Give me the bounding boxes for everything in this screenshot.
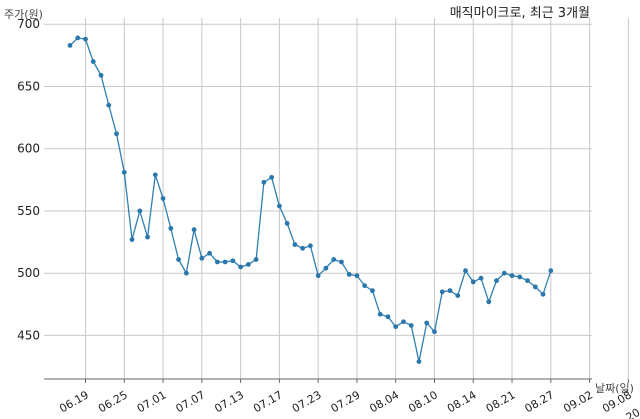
data-point <box>292 242 298 247</box>
data-point <box>152 172 158 178</box>
data-point <box>463 268 468 274</box>
x-tick-label: 08.27 <box>523 388 557 415</box>
data-point <box>308 243 313 249</box>
data-point <box>509 273 515 279</box>
data-point <box>145 234 150 240</box>
data-point <box>354 273 360 279</box>
x-tick-label: 07.17 <box>251 388 285 415</box>
data-point <box>176 257 181 262</box>
data-point <box>67 42 73 48</box>
data-point <box>525 278 530 284</box>
data-point <box>339 259 344 265</box>
chart-title: 매직마이크로, 최근 3개월 <box>450 6 590 21</box>
grid-lines <box>44 18 629 379</box>
data-point <box>284 220 290 226</box>
data-point <box>199 255 205 261</box>
data-point <box>331 257 337 262</box>
data-point <box>253 257 259 262</box>
data-point <box>160 196 166 201</box>
x-tick-label: 07.01 <box>135 388 169 415</box>
data-point <box>470 279 476 285</box>
data-point <box>401 319 406 325</box>
data-point <box>532 284 538 290</box>
data-point <box>191 227 197 233</box>
y-tick-label: 550 <box>17 204 40 218</box>
data-point <box>548 268 554 274</box>
x-tick-label: 07.23 <box>290 388 324 415</box>
y-tick-label: 700 <box>17 17 40 31</box>
x-tick-label: 07.29 <box>329 388 363 415</box>
x-tick-label: 08.14 <box>445 388 479 415</box>
data-point <box>261 179 267 185</box>
data-point <box>315 273 321 279</box>
data-point <box>416 359 422 364</box>
x-tick-label: 06.25 <box>96 388 130 415</box>
x-tick-label: 07.13 <box>212 388 246 415</box>
data-point <box>494 278 499 284</box>
x-tick-label: 08.10 <box>406 388 440 415</box>
data-point <box>346 272 352 277</box>
data-point <box>269 174 275 180</box>
y-tick-label: 650 <box>17 79 40 93</box>
data-point <box>370 288 375 294</box>
data-point <box>517 274 523 280</box>
data-point <box>300 245 306 251</box>
data-point <box>90 59 96 64</box>
data-point <box>323 265 329 271</box>
data-point <box>424 320 430 326</box>
data-point <box>214 259 220 265</box>
x-axis-label: 날짜(일) <box>595 381 634 395</box>
data-point <box>222 259 228 265</box>
y-tick-label: 450 <box>17 328 40 342</box>
x-tick-label: 06.19 <box>57 388 91 415</box>
axes <box>44 378 629 383</box>
data-point <box>362 283 368 289</box>
series <box>67 35 554 364</box>
x-tick-label: 08.21 <box>484 388 518 415</box>
data-point <box>129 237 135 242</box>
y-tick-label: 600 <box>17 142 40 156</box>
data-point <box>408 323 414 328</box>
data-point <box>83 36 88 42</box>
data-point <box>106 102 112 108</box>
data-point <box>230 258 236 264</box>
data-point <box>385 314 391 320</box>
data-point <box>439 289 445 295</box>
data-point <box>98 72 104 78</box>
data-point <box>377 311 383 317</box>
data-point <box>245 262 251 267</box>
data-point <box>183 270 189 276</box>
data-point <box>432 329 437 335</box>
data-point <box>447 288 453 294</box>
x-tick-label: 07.07 <box>174 388 208 415</box>
data-point <box>137 208 143 214</box>
data-point <box>75 35 81 41</box>
x-tick-label: 08.04 <box>367 388 401 415</box>
x-tick-label: 09.02 <box>561 388 595 415</box>
data-point <box>121 169 127 175</box>
data-point <box>238 264 244 270</box>
data-point <box>486 299 492 305</box>
y-tick-label: 500 <box>17 266 40 280</box>
data-point <box>114 131 119 137</box>
data-point <box>478 275 484 281</box>
data-point <box>540 291 546 297</box>
data-point <box>393 324 399 330</box>
data-point <box>168 225 174 231</box>
data-point <box>455 293 461 298</box>
y-axis-label: 주가(원) <box>4 8 43 21</box>
data-point <box>207 250 212 256</box>
data-point <box>276 203 282 209</box>
data-point <box>501 270 507 276</box>
